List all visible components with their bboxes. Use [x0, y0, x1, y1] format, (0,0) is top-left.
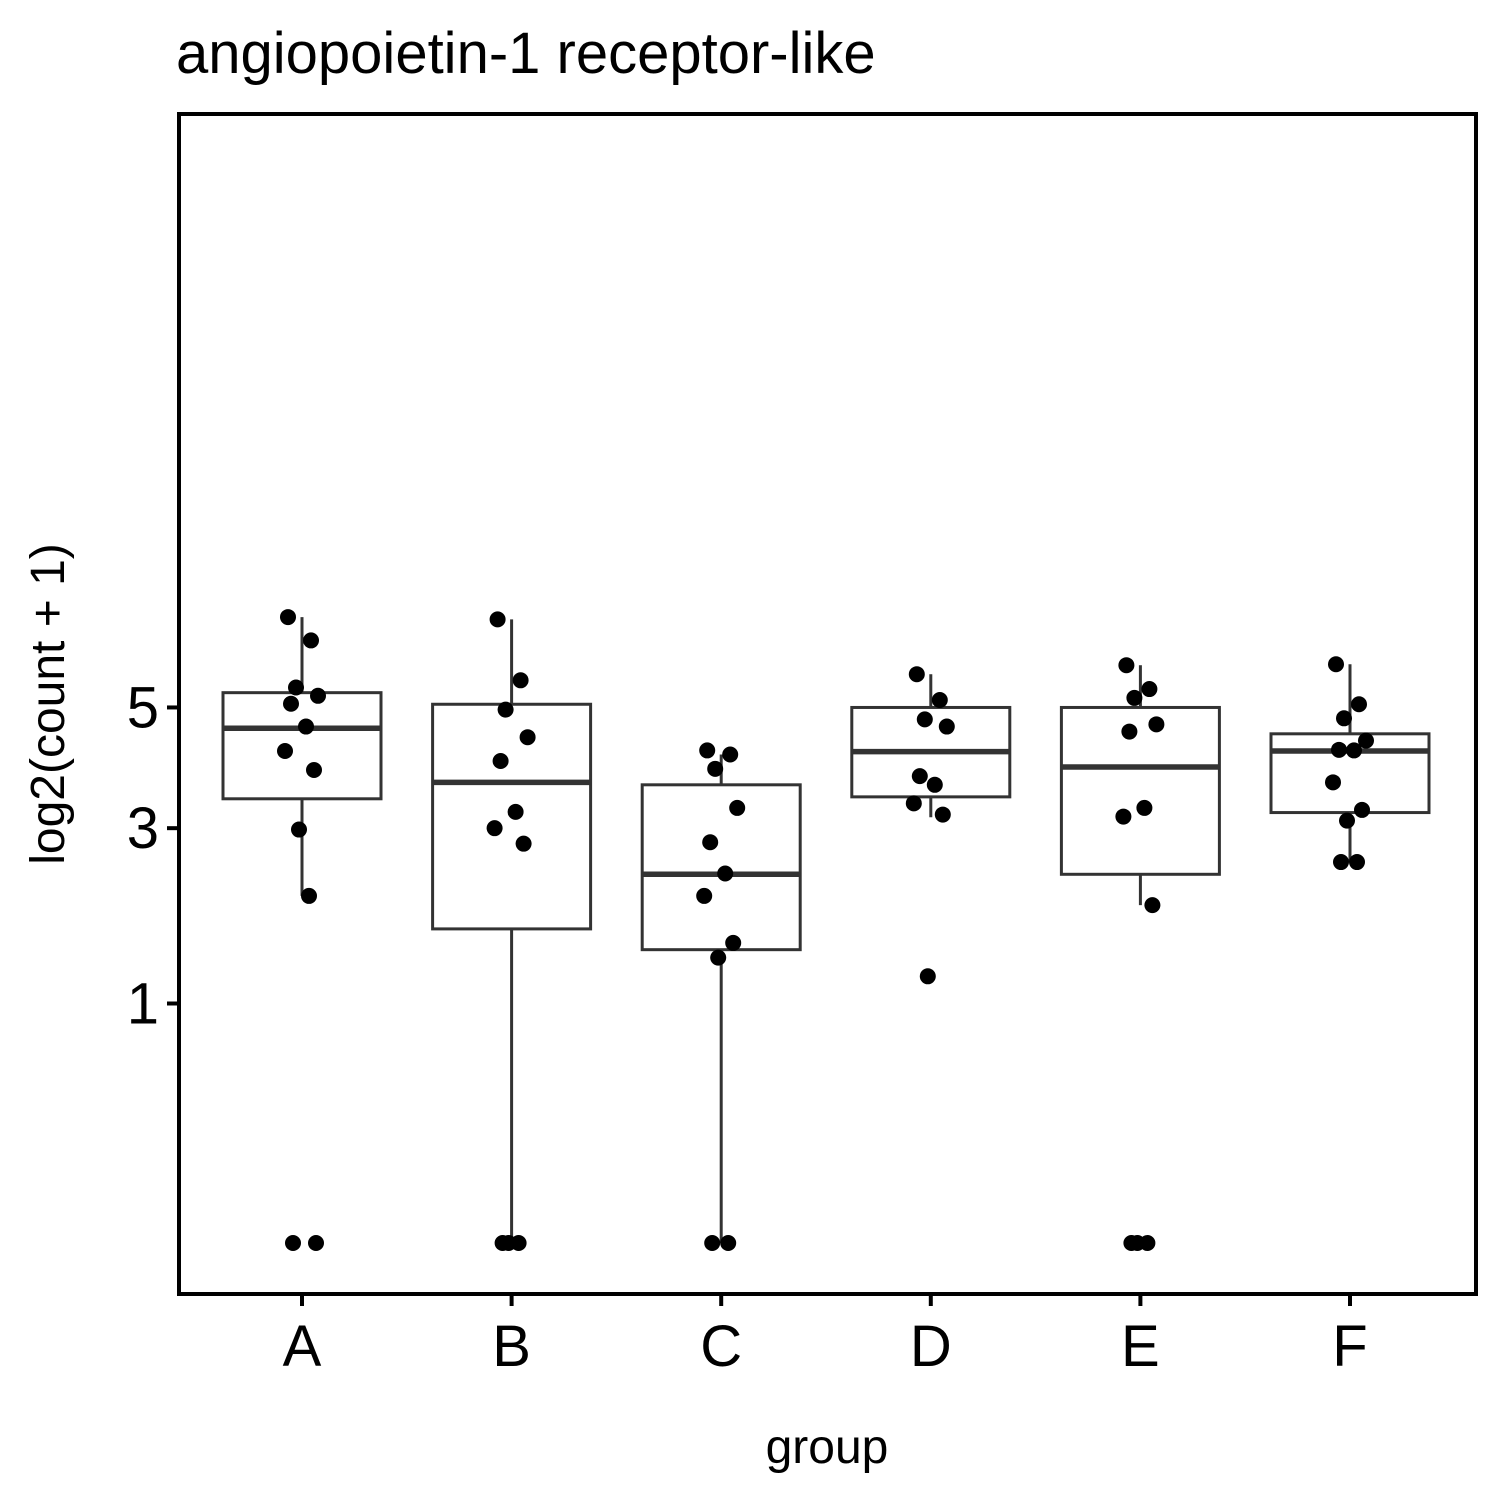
data-point-c-2 [722, 746, 739, 763]
data-point-b-10 [510, 1235, 527, 1251]
data-point-f-4 [1358, 732, 1374, 749]
data-point-f-8 [1354, 801, 1370, 818]
data-point-c-3 [707, 760, 724, 777]
data-point-d-8 [934, 806, 951, 823]
data-point-e-6 [1136, 799, 1153, 816]
data-point-d-2 [931, 692, 948, 709]
data-point-a-5 [283, 695, 299, 712]
points-layer [277, 609, 1374, 1251]
data-point-c-4 [729, 799, 746, 816]
y-axis: 1 3 5 [127, 675, 179, 1037]
y-tick-label-1: 1 [127, 972, 159, 1037]
data-point-e-1 [1118, 657, 1135, 674]
plot-panel [177, 112, 1478, 1296]
data-point-d-9 [919, 968, 936, 985]
box-a [221, 691, 383, 801]
data-point-e-7 [1115, 808, 1132, 825]
data-point-b-8 [515, 835, 532, 852]
data-point-d-4 [938, 718, 955, 735]
x-tick-label-e: E [1121, 1314, 1160, 1379]
data-point-f-7 [1325, 774, 1341, 791]
data-point-c-9 [710, 949, 727, 966]
x-tick-label-c: C [700, 1314, 742, 1379]
data-point-d-3 [916, 711, 933, 728]
x-tick-label-f: F [1332, 1314, 1367, 1379]
data-point-a-3 [288, 679, 304, 696]
data-point-f-2 [1351, 696, 1367, 713]
data-point-e-8 [1144, 897, 1161, 914]
data-point-a-4 [310, 687, 326, 704]
data-point-a-8 [306, 762, 322, 779]
data-point-c-11 [704, 1235, 721, 1251]
data-point-f-10 [1349, 854, 1365, 871]
data-point-f-9 [1339, 812, 1355, 829]
y-tick-label-3: 3 [127, 796, 159, 861]
data-point-e-3 [1126, 689, 1143, 706]
data-point-a-7 [277, 743, 293, 760]
data-point-d-7 [905, 795, 922, 812]
data-point-a-2 [303, 632, 319, 649]
data-point-e-2 [1141, 681, 1158, 698]
data-point-b-3 [497, 701, 514, 718]
data-point-c-6 [717, 865, 734, 882]
data-point-e-4 [1148, 716, 1165, 733]
x-axis: A B C D E F [283, 1294, 1368, 1379]
data-point-b-7 [486, 820, 503, 837]
data-point-a-1 [280, 609, 296, 626]
data-point-c-8 [725, 934, 742, 951]
chart-title: angiopoietin-1 receptor-like [176, 21, 876, 86]
y-axis-title: log2(count + 1) [22, 543, 75, 865]
box-e [1059, 705, 1221, 876]
data-point-f-11 [1333, 854, 1349, 871]
data-point-d-6 [926, 776, 943, 793]
x-tick-label-a: A [283, 1314, 322, 1379]
data-point-f-1 [1328, 656, 1344, 673]
data-point-f-3 [1336, 710, 1352, 727]
data-point-b-5 [492, 753, 509, 770]
data-point-d-1 [908, 666, 925, 683]
data-point-c-7 [696, 887, 713, 904]
data-point-e-5 [1121, 723, 1138, 740]
data-point-c-5 [702, 834, 719, 851]
x-tick-label-d: D [910, 1314, 952, 1379]
x-axis-title: group [766, 1421, 889, 1474]
data-point-b-11 [494, 1235, 511, 1251]
data-point-a-12 [308, 1235, 324, 1251]
data-point-b-2 [512, 672, 529, 689]
data-point-a-11 [285, 1235, 301, 1251]
data-point-e-10 [1139, 1235, 1156, 1251]
data-point-a-6 [298, 718, 314, 735]
data-point-c-1 [699, 742, 716, 759]
data-point-f-5 [1331, 741, 1347, 758]
data-point-b-1 [489, 611, 506, 628]
data-point-b-4 [519, 729, 536, 746]
x-tick-label-b: B [492, 1314, 531, 1379]
data-point-d-5 [911, 768, 928, 785]
boxes-layer [221, 617, 1431, 1243]
y-tick-label-5: 5 [127, 675, 159, 740]
data-point-a-9 [291, 821, 307, 838]
data-point-a-10 [301, 887, 317, 904]
data-point-b-6 [507, 803, 524, 820]
data-point-c-10 [720, 1235, 737, 1251]
data-point-f-6 [1346, 742, 1362, 759]
data-point-e-11 [1123, 1235, 1140, 1251]
